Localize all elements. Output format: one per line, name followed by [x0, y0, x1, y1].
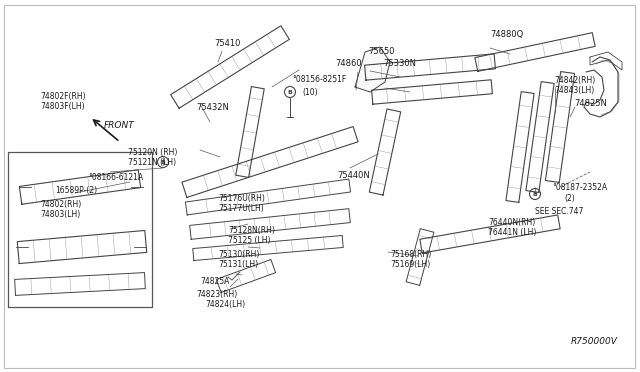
Polygon shape — [355, 47, 390, 92]
Text: °08156-8251F: °08156-8251F — [292, 76, 346, 84]
Text: B: B — [287, 90, 292, 94]
Text: B: B — [161, 160, 165, 164]
Text: 16589P-(2): 16589P-(2) — [55, 186, 97, 196]
Text: 75432N: 75432N — [196, 103, 229, 112]
Text: FRONT: FRONT — [104, 122, 135, 131]
Text: 75440N: 75440N — [337, 171, 370, 180]
Text: 75176U(RH): 75176U(RH) — [218, 193, 265, 202]
Text: (2): (2) — [564, 193, 575, 202]
Text: 75130(RH): 75130(RH) — [218, 250, 259, 259]
Text: 74823(RH): 74823(RH) — [196, 289, 237, 298]
Text: 74825N: 74825N — [574, 99, 607, 109]
Text: B: B — [532, 192, 538, 196]
Text: 75330N: 75330N — [383, 60, 416, 68]
Text: SEE SEC.747: SEE SEC.747 — [535, 206, 584, 215]
Text: °08187-2352A: °08187-2352A — [552, 183, 607, 192]
Text: 74802(RH): 74802(RH) — [40, 199, 81, 208]
Text: 75131(LH): 75131(LH) — [218, 260, 258, 269]
Text: 75125 (LH): 75125 (LH) — [228, 237, 271, 246]
Text: 75128N(RH): 75128N(RH) — [228, 225, 275, 234]
Text: 76441N (LH): 76441N (LH) — [488, 228, 536, 237]
Text: 75177U(LH): 75177U(LH) — [218, 205, 264, 214]
Text: (10): (10) — [302, 87, 317, 96]
Text: 75168(RH): 75168(RH) — [390, 250, 431, 259]
Text: 74880Q: 74880Q — [490, 31, 524, 39]
Text: 74825A: 74825A — [200, 276, 229, 285]
Text: 75120N (RH): 75120N (RH) — [128, 148, 177, 157]
Text: 75169(LH): 75169(LH) — [390, 260, 430, 269]
Text: 74860: 74860 — [335, 60, 362, 68]
Text: 74843(LH): 74843(LH) — [554, 87, 595, 96]
Text: 74803(LH): 74803(LH) — [40, 211, 80, 219]
Text: 74842(RH): 74842(RH) — [554, 76, 595, 84]
Text: 76440N(RH): 76440N(RH) — [488, 218, 535, 227]
Text: R750000V: R750000V — [571, 337, 618, 346]
Text: 74802F(RH): 74802F(RH) — [40, 92, 86, 100]
Text: 74824(LH): 74824(LH) — [205, 301, 245, 310]
Text: °08166-6121A: °08166-6121A — [88, 173, 143, 183]
Text: 75121N (LH): 75121N (LH) — [128, 158, 176, 167]
Text: 75410: 75410 — [214, 38, 241, 48]
Text: 75650: 75650 — [368, 48, 394, 57]
Text: 74803F(LH): 74803F(LH) — [40, 103, 84, 112]
